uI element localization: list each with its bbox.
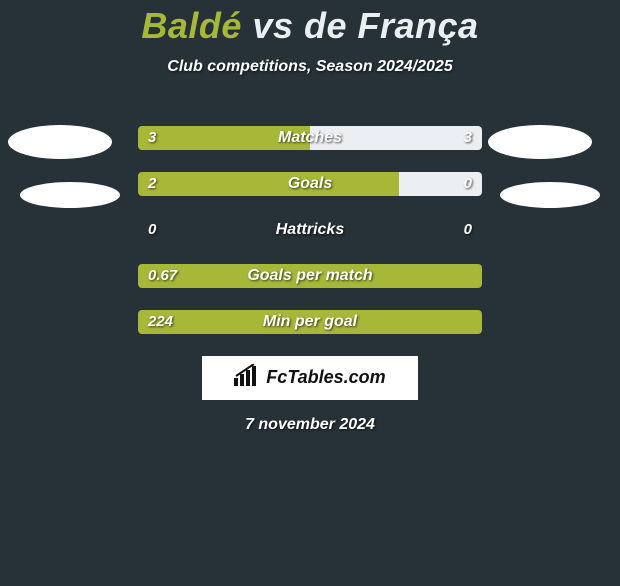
bar-label: Min per goal — [138, 310, 482, 334]
title-player2: de França — [304, 5, 479, 46]
bar-row: Matches3 3 — [138, 126, 482, 150]
bar-value-left: 224 — [148, 310, 173, 334]
bar-value-left: 3 — [148, 126, 156, 150]
bar-label: Matches — [138, 126, 482, 150]
bar-row: Goals per match0.67 — [138, 264, 482, 288]
bar-value-right: 0 — [464, 172, 472, 196]
date-label: 7 november 2024 — [0, 416, 620, 434]
bar-value-left: 0.67 — [148, 264, 177, 288]
club-left — [20, 182, 120, 208]
title-player1: Baldé — [141, 5, 242, 46]
bar-label: Goals — [138, 172, 482, 196]
bar-value-left: 2 — [148, 172, 156, 196]
bar-value-right: 0 — [464, 218, 472, 242]
subtitle: Club competitions, Season 2024/2025 — [0, 58, 620, 76]
bar-row: Goals2 0 — [138, 172, 482, 196]
avatar-left — [8, 125, 112, 159]
fctables-logo[interactable]: FcTables.com — [202, 356, 418, 400]
bar-value-left: 0 — [148, 218, 156, 242]
title-vs: vs — [242, 5, 304, 46]
bars-icon — [234, 364, 260, 391]
comparison-chart: Matches33Goals20Hattricks00Goals per mat… — [138, 126, 482, 334]
bar-value-right: 3 — [464, 126, 472, 150]
bar-row: Hattricks0 0 — [138, 218, 482, 242]
bar-row: Min per goal224 — [138, 310, 482, 334]
logo-text: FcTables.com — [266, 367, 385, 388]
avatar-right — [488, 125, 592, 159]
bar-label: Goals per match — [138, 264, 482, 288]
bar-label: Hattricks — [138, 218, 482, 242]
page-title: Baldé vs de França — [0, 6, 620, 46]
club-right — [500, 182, 600, 208]
